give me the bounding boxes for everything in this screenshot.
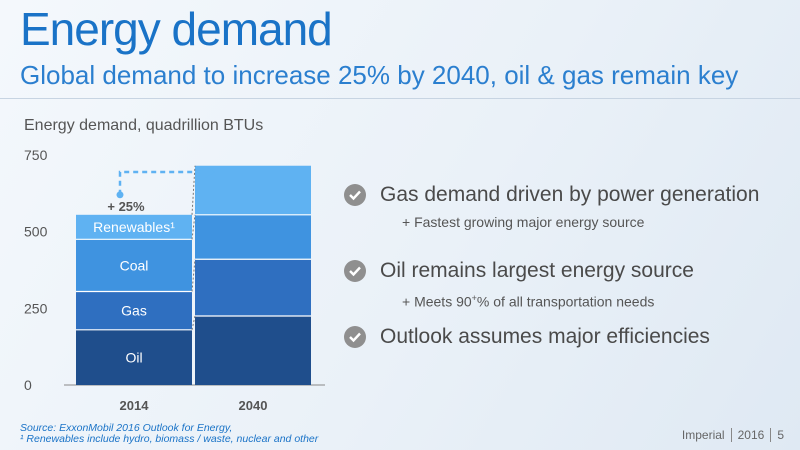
bullet-list: Gas demand driven by power generation + … [344,180,784,352]
bar-segment-gas [195,259,311,316]
bar-segment-oil [195,316,311,385]
bar-segment-gas [76,291,192,330]
footer-separator [770,428,772,442]
slide-title: Energy demand [20,3,333,55]
bullet-2-sub-a: + Meets 90 [402,293,472,310]
connector-line [191,214,196,240]
connector-line [191,259,196,292]
check-icon [344,184,366,206]
growth-arrow-start [116,191,124,199]
footnotes: Source: ExxonMobil 2016 Outlook for Ener… [20,423,318,445]
x-tick-label: 2040 [239,398,268,413]
bullet-3: Outlook assumes major efficiencies [344,322,784,352]
y-tick-label: 250 [24,300,48,316]
bar-segment-coal [195,214,311,260]
bar-segment-renewables [195,165,311,215]
segment-label: Oil [125,349,142,365]
bullet-2-sub: + Meets 90+% of all transportation needs [402,286,784,316]
slide-subtitle: Global demand to increase 25% by 2040, o… [20,60,739,90]
chart-label: Energy demand, quadrillion BTUs [24,117,264,134]
bullet-2: Oil remains largest energy source [344,256,784,286]
footer-year: 2016 [737,428,765,442]
connector-line [191,165,196,215]
check-icon [344,260,366,282]
footer-company: Imperial [681,428,725,442]
growth-arrow [118,170,205,195]
bullet-1-text: Gas demand driven by power generation [380,183,760,206]
page-number: 5 [777,428,784,442]
check-icon [344,326,366,348]
bullet-2-sub-sup: + [471,293,477,303]
bullet-3-text: Outlook assumes major efficiencies [380,325,710,348]
growth-arrowhead [205,166,215,178]
bar-segment-coal [76,239,192,292]
x-tick-label: 2014 [120,398,150,413]
bar-segment-oil [76,329,192,385]
connector-line [191,315,196,330]
bullet-2-sub-b: % of all transportation needs [476,293,655,310]
bullet-1: Gas demand driven by power generation [344,180,784,210]
footnote-renewables: ¹ Renewables include hydro, biomass / wa… [20,433,319,445]
y-tick-label: 0 [24,377,32,393]
growth-annotation: + 25% [107,199,145,214]
y-tick-label: 750 [24,147,48,163]
bar-segment-renewables [76,214,192,240]
bullet-1-sub: + Fastest growing major energy source [402,214,645,230]
bullet-2-text: Oil remains largest energy source [380,259,694,282]
header-divider [0,98,800,99]
segment-label: Gas [121,303,147,319]
y-tick-label: 500 [24,224,48,240]
footer: Imperial 2016 5 [682,428,784,442]
footer-separator [730,428,732,442]
segment-label: Coal [120,257,149,273]
segment-label: Renewables¹ [93,219,175,235]
footnote-source: Source: ExxonMobil 2016 Outlook for Ener… [20,422,233,434]
